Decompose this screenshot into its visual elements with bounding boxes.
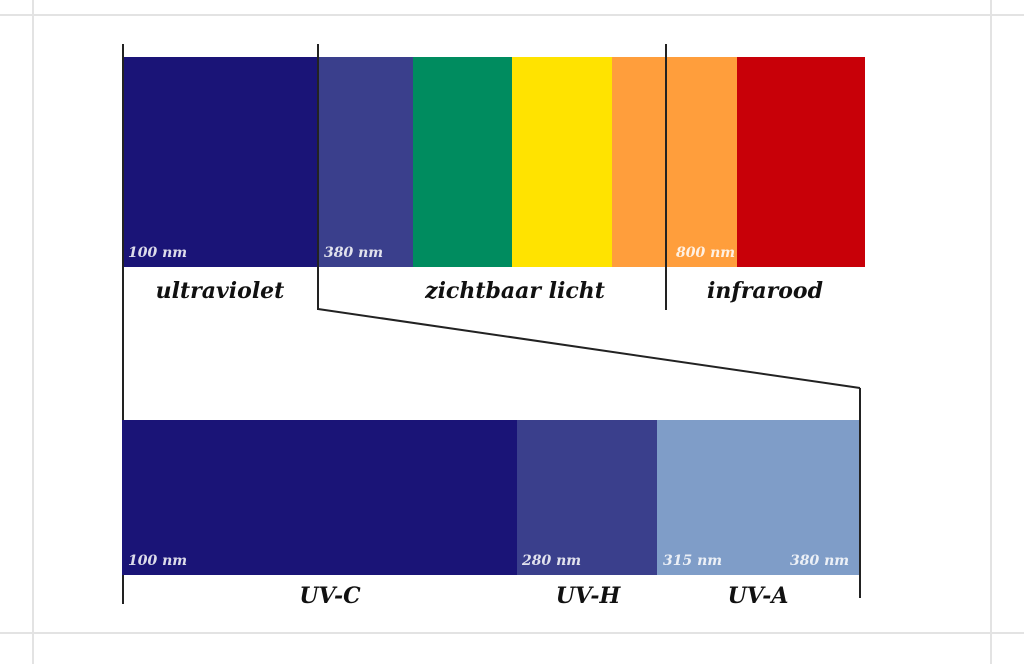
label-ultraviolet: ultraviolet <box>155 278 285 304</box>
marker-uv-280nm: 280 nm <box>522 553 582 569</box>
divider-ir-start <box>665 44 667 310</box>
band-green <box>413 57 513 267</box>
band-orange <box>612 57 738 267</box>
label-uvb: UV-H <box>555 583 621 609</box>
marker-uv-380nm: 380 nm <box>790 553 850 569</box>
band-ultraviolet <box>122 57 320 267</box>
label-visible-light: zichtbaar licht <box>425 278 605 304</box>
marker-800nm: 800 nm <box>676 245 736 261</box>
divider-uv-start <box>122 44 124 604</box>
band-yellow <box>512 57 613 267</box>
band-red <box>737 57 865 267</box>
frame-line-top <box>0 14 1024 16</box>
marker-uv-315nm: 315 nm <box>663 553 723 569</box>
band-uvb <box>517 420 658 575</box>
label-infrared: infrarood <box>707 278 823 304</box>
marker-uv-100nm: 100 nm <box>128 553 188 569</box>
divider-visible-start <box>317 44 319 310</box>
band-uva <box>657 420 859 575</box>
band-uvc <box>122 420 518 575</box>
band-violet <box>318 57 414 267</box>
frame-line-left <box>32 0 34 664</box>
label-uvc: UV-C <box>299 583 361 609</box>
label-uva: UV-A <box>727 583 789 609</box>
frame-line-right <box>990 0 992 664</box>
marker-380nm: 380 nm <box>324 245 384 261</box>
marker-100nm: 100 nm <box>128 245 188 261</box>
frame-line-bottom <box>0 632 1024 634</box>
